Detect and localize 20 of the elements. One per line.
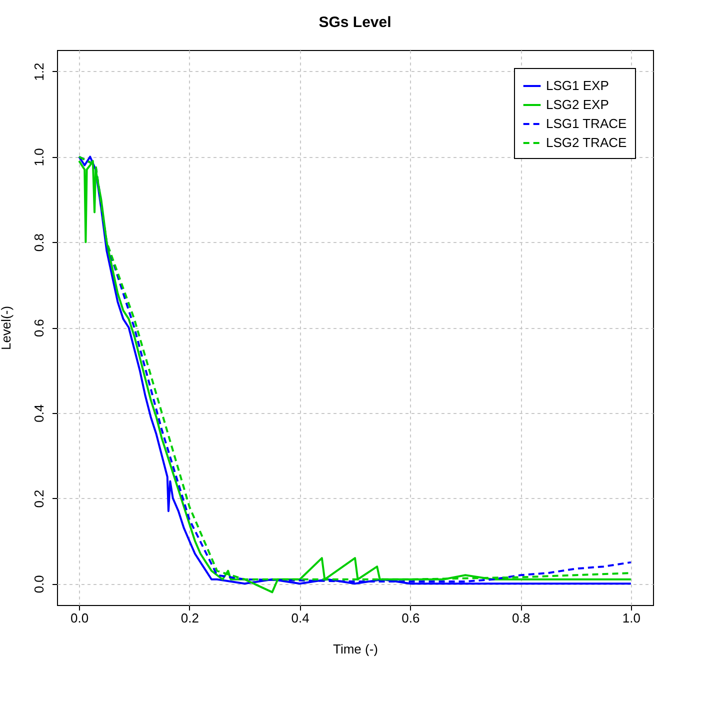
x-tick-label: 0.8 bbox=[512, 610, 530, 626]
chart-title: SGs Level bbox=[318, 14, 392, 31]
legend-label: LSG2 TRACE bbox=[546, 135, 628, 150]
x-tick-label: 0.6 bbox=[402, 610, 420, 626]
legend-label: LSG1 TRACE bbox=[546, 116, 628, 131]
x-tick-label: 0.4 bbox=[291, 610, 310, 626]
x-tick-label: 0.0 bbox=[70, 610, 89, 626]
x-tick-label: 0.2 bbox=[180, 610, 199, 626]
y-tick-label: 0.6 bbox=[32, 318, 46, 338]
y-tick-label: 0.2 bbox=[32, 490, 46, 508]
y-tick-label: 0.0 bbox=[32, 575, 46, 594]
y-axis-title: Level(-) bbox=[0, 306, 14, 350]
legend-label: LSG2 EXP bbox=[546, 97, 609, 112]
y-tick-label: 0.8 bbox=[32, 234, 46, 252]
y-tick-label: 1.0 bbox=[32, 148, 46, 166]
y-tick-label: 0.4 bbox=[32, 404, 46, 422]
x-tick-label: 1.0 bbox=[622, 610, 640, 626]
legend-label: LSG1 EXP bbox=[546, 78, 609, 93]
x-axis-title: Time (-) bbox=[332, 642, 378, 656]
y-tick-label: 1.2 bbox=[32, 62, 46, 81]
